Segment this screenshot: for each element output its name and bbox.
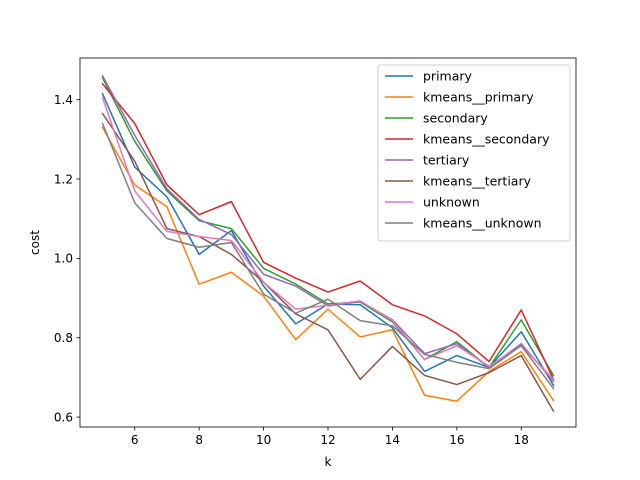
- x-tick-label: 6: [131, 433, 139, 447]
- series-line-unknown: [101, 96, 555, 381]
- legend-entry-label: kmeans__primary: [423, 90, 534, 105]
- series-line-kmeans--secondary: [101, 82, 555, 381]
- y-tick-label: 1.2: [54, 172, 73, 186]
- legend-entry-label: secondary: [423, 111, 488, 126]
- y-tick-label: 0.8: [54, 331, 73, 345]
- x-axis-ticks: 6 8 10 12 14 16 18: [131, 427, 529, 447]
- x-tick-label: 8: [195, 433, 203, 447]
- y-axis-ticks: 0.6 0.8 1.0 1.2 1.4: [54, 93, 80, 424]
- y-tick-label: 1.0: [54, 252, 73, 266]
- series-line-kmeans--tertiary: [101, 112, 555, 413]
- y-tick-label: 0.6: [54, 410, 73, 424]
- legend-entry-label: kmeans__tertiary: [423, 174, 532, 189]
- x-tick-label: 16: [449, 433, 464, 447]
- x-axis-label: k: [325, 455, 332, 469]
- x-tick-label: 18: [514, 433, 529, 447]
- series-layer: [101, 74, 555, 413]
- series-line-kmeans--unknown: [101, 122, 555, 390]
- legend-entry-label: tertiary: [423, 153, 470, 168]
- y-axis-label: cost: [28, 230, 42, 255]
- legend-entry-label: kmeans__unknown: [423, 216, 542, 231]
- x-tick-label: 14: [385, 433, 400, 447]
- legend-entry-label: kmeans__secondary: [423, 132, 550, 147]
- x-tick-label: 10: [256, 433, 271, 447]
- x-tick-label: 12: [320, 433, 335, 447]
- legend-frame: [377, 64, 571, 242]
- legend-entry-label: primary: [423, 69, 473, 84]
- legend-entry-label: unknown: [423, 195, 480, 210]
- y-tick-label: 1.4: [54, 93, 73, 107]
- legend: primary kmeans__primary secondary kmeans__s…: [377, 64, 571, 242]
